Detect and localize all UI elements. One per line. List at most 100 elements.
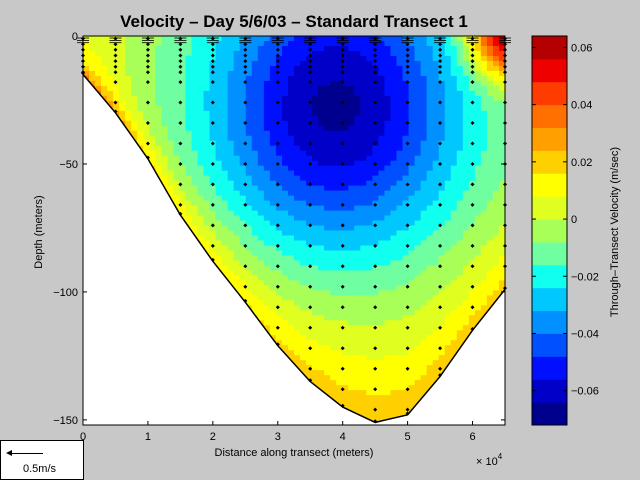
field-cell <box>287 325 295 331</box>
field-cell <box>438 315 446 321</box>
field-cell <box>155 120 162 127</box>
field-cell <box>239 110 247 117</box>
field-cell <box>324 245 331 252</box>
field-cell <box>414 170 422 177</box>
field-cell <box>275 80 283 87</box>
field-cell <box>245 260 253 267</box>
field-cell <box>336 325 343 331</box>
field-cell <box>197 85 205 92</box>
field-cell <box>378 290 386 296</box>
field-cell <box>312 155 319 162</box>
field-cell <box>462 60 470 67</box>
field-cell <box>396 370 404 376</box>
field-cell <box>306 60 313 67</box>
field-cell <box>318 36 325 42</box>
field-cell <box>330 160 337 167</box>
field-cell <box>227 105 235 112</box>
field-cell <box>294 250 301 257</box>
field-cell <box>155 40 162 47</box>
field-cell <box>312 115 319 122</box>
field-cell <box>263 50 271 57</box>
field-cell <box>300 230 307 237</box>
field-cell <box>95 55 102 62</box>
field-cell <box>420 320 428 326</box>
field-cell <box>360 65 367 72</box>
field-cell <box>402 290 410 296</box>
field-cell <box>125 95 132 102</box>
field-cell <box>215 40 223 47</box>
field-cell <box>269 210 277 217</box>
field-cell <box>336 390 343 396</box>
field-cell <box>179 185 187 192</box>
field-cell <box>378 140 386 147</box>
field-cell <box>384 275 392 281</box>
field-cell <box>173 190 181 197</box>
field-cell <box>101 55 108 62</box>
field-cell <box>257 85 265 92</box>
field-cell <box>360 255 367 262</box>
field-cell <box>360 200 367 207</box>
field-cell <box>275 70 283 77</box>
field-cell <box>185 45 193 52</box>
field-cell <box>330 125 337 132</box>
field-cell <box>215 190 223 197</box>
field-cell <box>402 70 410 77</box>
field-cell <box>275 250 283 257</box>
field-cell <box>390 270 398 276</box>
field-cell <box>420 100 428 107</box>
field-cell <box>257 36 265 42</box>
field-cell <box>306 295 313 301</box>
field-cell <box>444 290 452 296</box>
field-cell <box>161 55 168 62</box>
field-cell <box>384 325 392 331</box>
field-cell <box>269 135 277 142</box>
field-cell <box>281 90 289 97</box>
field-cell <box>269 180 277 187</box>
field-cell <box>384 135 392 142</box>
field-cell <box>426 100 434 107</box>
field-cell <box>300 200 307 207</box>
field-cell <box>113 50 120 57</box>
field-cell <box>275 195 283 202</box>
field-cell <box>245 295 253 301</box>
field-cell <box>456 190 464 197</box>
field-cell <box>414 345 422 351</box>
field-cell <box>366 110 373 117</box>
field-cell <box>233 270 241 276</box>
field-cell <box>450 335 458 341</box>
field-cell <box>378 240 386 247</box>
field-cell <box>444 85 452 92</box>
field-cell <box>354 70 361 77</box>
field-cell <box>378 210 386 217</box>
field-cell <box>354 345 361 351</box>
field-cell <box>287 320 295 326</box>
field-cell <box>372 240 379 247</box>
field-cell <box>378 150 386 157</box>
field-cell <box>312 180 319 187</box>
chart-title: Velocity – Day 5/6/03 – Standard Transec… <box>120 12 468 31</box>
field-cell <box>426 305 434 311</box>
field-cell <box>131 90 138 97</box>
field-cell <box>432 210 440 217</box>
field-cell <box>348 210 355 217</box>
field-cell <box>342 280 349 286</box>
field-cell <box>378 235 386 242</box>
field-cell <box>306 355 313 361</box>
field-cell <box>312 340 319 346</box>
field-cell <box>420 295 428 301</box>
field-cell <box>167 90 175 97</box>
field-cell <box>396 235 404 242</box>
field-cell <box>402 45 410 52</box>
field-cell <box>396 45 404 52</box>
field-cell <box>348 250 355 257</box>
field-cell <box>203 150 211 157</box>
field-cell <box>125 70 132 77</box>
field-cell <box>312 205 319 212</box>
field-cell <box>179 115 187 122</box>
field-cell <box>239 260 247 267</box>
field-cell <box>251 80 259 87</box>
field-cell <box>396 285 404 291</box>
field-cell <box>233 105 241 112</box>
field-cell <box>281 145 289 152</box>
field-cell <box>300 36 307 42</box>
